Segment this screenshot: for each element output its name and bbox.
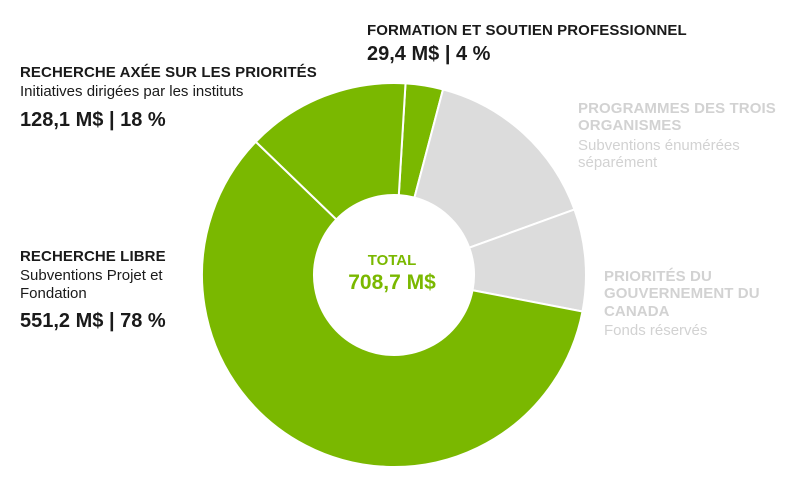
label-trois: PROGRAMMES DES TROIS ORGANISMES Subventi… xyxy=(578,100,778,171)
label-formation-title: FORMATION ET SOUTIEN PROFESSIONNEL xyxy=(367,22,687,39)
label-priorites-subtitle: Initiatives dirigées par les instituts xyxy=(20,83,244,101)
label-libre-title: RECHERCHE LIBRE xyxy=(20,248,166,265)
label-gouvernement-subtitle: Fonds réservés xyxy=(604,321,708,339)
label-libre: RECHERCHE LIBRE Subventions Projet et Fo… xyxy=(20,248,205,333)
slice-priorites xyxy=(254,82,407,221)
label-libre-subtitle: Subventions Projet et Fondation xyxy=(20,267,163,302)
label-gouvernement-title: PRIORITÉS DU GOUVERNEMENT DU CANADA xyxy=(604,268,760,320)
total-value: 708,7 M$ xyxy=(348,271,436,294)
label-gouvernement: PRIORITÉS DU GOUVERNEMENT DU CANADA Fond… xyxy=(604,268,784,339)
donut-center: TOTAL 708,7 M$ xyxy=(330,252,454,295)
slice-libre xyxy=(201,140,584,469)
label-trois-title: PROGRAMMES DES TROIS ORGANISMES xyxy=(578,100,776,135)
label-trois-subtitle: Subventions énumérées séparément xyxy=(578,136,740,171)
label-priorites-amount: 128,1 M$ | 18 % xyxy=(20,108,166,131)
label-libre-amount: 551,2 M$ | 78 % xyxy=(20,309,166,332)
label-priorites-title: RECHERCHE AXÉE SUR LES PRIORITÉS xyxy=(20,64,317,81)
label-formation-amount: 29,4 M$ | 4 % xyxy=(367,43,491,66)
total-label: TOTAL xyxy=(367,252,417,269)
slice-trois xyxy=(413,88,576,249)
label-priorites: RECHERCHE AXÉE SUR LES PRIORITÉS Initiat… xyxy=(20,64,330,132)
label-formation: FORMATION ET SOUTIEN PROFESSIONNEL 29,4 … xyxy=(367,22,687,66)
